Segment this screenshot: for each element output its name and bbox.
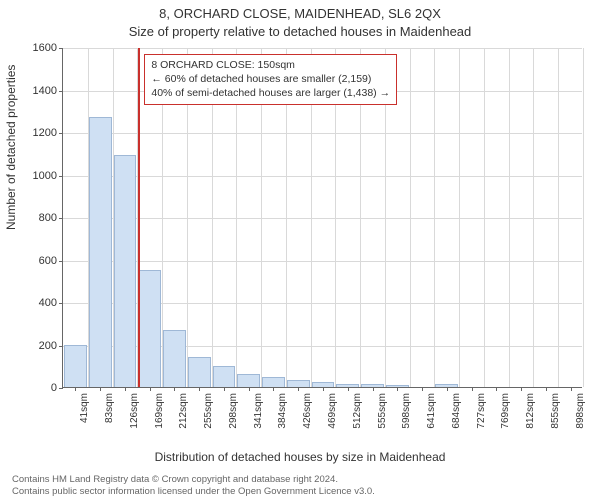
x-tick-label: 341sqm xyxy=(253,393,264,429)
histogram-bar xyxy=(287,380,310,387)
y-tick-mark xyxy=(59,48,63,49)
x-tick-mark xyxy=(397,387,398,391)
grid-line-horizontal xyxy=(63,218,582,219)
x-tick-label: 898sqm xyxy=(575,393,586,429)
grid-line-horizontal xyxy=(63,176,582,177)
x-tick-mark xyxy=(224,387,225,391)
y-tick-label: 1400 xyxy=(33,85,57,97)
histogram-bar xyxy=(188,357,211,387)
x-tick-mark xyxy=(447,387,448,391)
x-tick-label: 641sqm xyxy=(426,393,437,429)
x-tick-label: 426sqm xyxy=(302,393,313,429)
x-tick-label: 41sqm xyxy=(79,393,90,423)
y-tick-label: 400 xyxy=(39,297,57,309)
histogram-bar xyxy=(237,374,260,387)
x-tick-mark xyxy=(125,387,126,391)
x-tick-label: 598sqm xyxy=(401,393,412,429)
x-axis-label: Distribution of detached houses by size … xyxy=(0,450,600,464)
footer-attribution: Contains HM Land Registry data © Crown c… xyxy=(12,474,375,498)
x-tick-label: 212sqm xyxy=(178,393,189,429)
y-tick-mark xyxy=(59,261,63,262)
y-tick-mark xyxy=(59,218,63,219)
x-tick-label: 384sqm xyxy=(277,393,288,429)
grid-line-vertical xyxy=(434,48,435,387)
y-tick-mark xyxy=(59,133,63,134)
x-tick-mark xyxy=(323,387,324,391)
histogram-bar xyxy=(163,330,186,387)
histogram-bar xyxy=(89,117,112,387)
histogram-bar xyxy=(138,270,161,387)
y-tick-label: 1200 xyxy=(33,127,57,139)
y-tick-mark xyxy=(59,346,63,347)
histogram-bar xyxy=(262,377,285,387)
y-tick-mark xyxy=(59,303,63,304)
grid-line-vertical xyxy=(484,48,485,387)
y-axis-label: Number of detached properties xyxy=(4,65,18,230)
grid-line-horizontal xyxy=(63,133,582,134)
grid-line-vertical xyxy=(558,48,559,387)
x-tick-label: 255sqm xyxy=(203,393,214,429)
x-tick-mark xyxy=(174,387,175,391)
x-tick-label: 512sqm xyxy=(352,393,363,429)
x-tick-label: 812sqm xyxy=(525,393,536,429)
grid-line-vertical xyxy=(410,48,411,387)
grid-line-horizontal xyxy=(63,261,582,262)
x-tick-mark xyxy=(199,387,200,391)
histogram-bar xyxy=(213,366,236,387)
y-tick-label: 600 xyxy=(39,255,57,267)
x-tick-label: 555sqm xyxy=(377,393,388,429)
footer-line-1: Contains HM Land Registry data © Crown c… xyxy=(12,474,375,486)
x-tick-label: 83sqm xyxy=(104,393,115,423)
y-tick-label: 1600 xyxy=(33,42,57,54)
y-tick-label: 0 xyxy=(51,382,57,394)
y-tick-mark xyxy=(59,176,63,177)
x-tick-mark xyxy=(571,387,572,391)
chart-title-sub: Size of property relative to detached ho… xyxy=(0,24,600,39)
x-tick-label: 769sqm xyxy=(500,393,511,429)
x-tick-label: 727sqm xyxy=(476,393,487,429)
x-tick-label: 169sqm xyxy=(154,393,165,429)
x-tick-mark xyxy=(100,387,101,391)
y-tick-label: 200 xyxy=(39,340,57,352)
histogram-bar xyxy=(64,345,87,388)
histogram-bar xyxy=(114,155,137,387)
x-tick-mark xyxy=(249,387,250,391)
x-tick-mark xyxy=(521,387,522,391)
x-tick-mark xyxy=(298,387,299,391)
x-tick-mark xyxy=(472,387,473,391)
x-tick-mark xyxy=(373,387,374,391)
x-tick-mark xyxy=(546,387,547,391)
y-tick-label: 800 xyxy=(39,212,57,224)
footer-line-2: Contains public sector information licen… xyxy=(12,486,375,498)
property-marker-line xyxy=(138,48,140,387)
x-tick-label: 855sqm xyxy=(550,393,561,429)
x-tick-label: 298sqm xyxy=(228,393,239,429)
chart-title-main: 8, ORCHARD CLOSE, MAIDENHEAD, SL6 2QX xyxy=(0,6,600,21)
x-tick-label: 684sqm xyxy=(451,393,462,429)
grid-line-vertical xyxy=(533,48,534,387)
grid-line-vertical xyxy=(509,48,510,387)
x-tick-mark xyxy=(348,387,349,391)
annotation-box: 8 ORCHARD CLOSE: 150sqm ← 60% of detache… xyxy=(144,54,397,105)
y-tick-mark xyxy=(59,91,63,92)
plot-area: 0200400600800100012001400160041sqm83sqm1… xyxy=(62,48,582,388)
x-tick-label: 126sqm xyxy=(129,393,140,429)
annotation-line-2: ← 60% of detached houses are smaller (2,… xyxy=(151,72,390,86)
x-tick-mark xyxy=(150,387,151,391)
x-tick-mark xyxy=(273,387,274,391)
x-tick-mark xyxy=(75,387,76,391)
x-tick-label: 469sqm xyxy=(327,393,338,429)
x-tick-mark xyxy=(422,387,423,391)
chart-container: 8, ORCHARD CLOSE, MAIDENHEAD, SL6 2QX Si… xyxy=(0,0,600,500)
y-tick-label: 1000 xyxy=(33,170,57,182)
x-tick-mark xyxy=(496,387,497,391)
grid-line-vertical xyxy=(459,48,460,387)
grid-line-horizontal xyxy=(63,48,582,49)
y-tick-mark xyxy=(59,388,63,389)
annotation-line-3: 40% of semi-detached houses are larger (… xyxy=(151,86,390,100)
grid-line-vertical xyxy=(583,48,584,387)
annotation-line-1: 8 ORCHARD CLOSE: 150sqm xyxy=(151,58,390,72)
